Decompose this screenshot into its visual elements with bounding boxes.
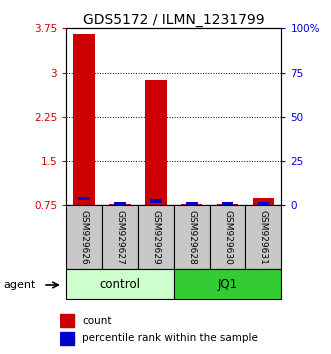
Bar: [181, 204, 203, 205]
Bar: [174, 269, 281, 299]
Bar: [186, 202, 198, 205]
Bar: [66, 269, 174, 299]
Bar: [222, 202, 233, 205]
Text: GSM929631: GSM929631: [259, 210, 268, 265]
Text: GSM929627: GSM929627: [116, 210, 124, 264]
Bar: [253, 198, 274, 205]
Bar: [102, 205, 138, 269]
Text: GSM929629: GSM929629: [151, 210, 160, 264]
Bar: [210, 205, 246, 269]
Bar: [145, 80, 166, 205]
Text: GSM929630: GSM929630: [223, 210, 232, 265]
Bar: [60, 332, 74, 345]
Title: GDS5172 / ILMN_1231799: GDS5172 / ILMN_1231799: [83, 13, 264, 27]
Bar: [78, 197, 90, 200]
Bar: [66, 205, 102, 269]
Text: GSM929626: GSM929626: [80, 210, 89, 264]
Bar: [217, 204, 238, 205]
Text: GSM929628: GSM929628: [187, 210, 196, 264]
Text: agent: agent: [3, 280, 36, 290]
Bar: [174, 205, 210, 269]
Bar: [73, 34, 95, 205]
Bar: [60, 314, 74, 327]
Bar: [258, 202, 269, 205]
Bar: [150, 199, 162, 203]
Text: control: control: [100, 278, 140, 291]
Bar: [114, 202, 126, 205]
Bar: [138, 205, 174, 269]
Text: percentile rank within the sample: percentile rank within the sample: [82, 333, 258, 343]
Bar: [109, 204, 131, 205]
Text: count: count: [82, 316, 112, 326]
Bar: [246, 205, 281, 269]
Text: JQ1: JQ1: [217, 278, 238, 291]
